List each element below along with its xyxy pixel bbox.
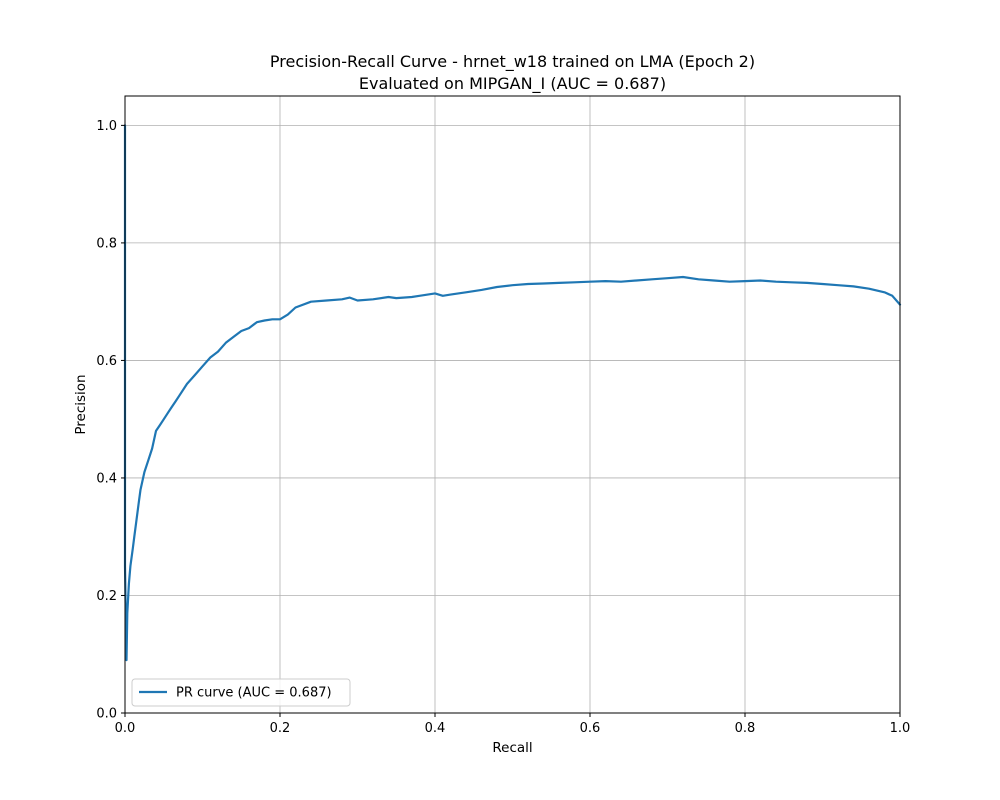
- y-tick-label: 1.0: [96, 119, 117, 134]
- axis-ticks: 0.0 0.2 0.4 0.6 0.8 1.0 0.0 0.2 0.4 0.6 0.8 1.0: [96, 119, 910, 736]
- y-tick-label: 0.0: [96, 707, 117, 722]
- y-tick-label: 0.8: [96, 236, 117, 251]
- x-tick-label: 0.8: [735, 721, 756, 736]
- chart-title: Precision-Recall Curve - hrnet_w18 train…: [270, 52, 755, 72]
- x-tick-label: 0.2: [270, 721, 291, 736]
- y-tick-label: 0.6: [96, 354, 117, 369]
- plot-frame: [124, 95, 901, 714]
- legend: PR curve (AUC = 0.687): [131, 678, 351, 707]
- grid-lines: [124, 96, 901, 714]
- y-tick-label: 0.4: [96, 471, 117, 486]
- legend-box: [131, 678, 351, 707]
- x-tick-label: 1.0: [890, 721, 911, 736]
- x-tick-label: 0.6: [580, 721, 601, 736]
- x-tick-label: 0.4: [425, 721, 446, 736]
- y-axis-label: Precision: [73, 374, 89, 434]
- x-axis-label: Recall: [492, 740, 532, 756]
- y-tick-label: 0.2: [96, 589, 117, 604]
- series-layer: [123, 124, 902, 662]
- legend-label: PR curve (AUC = 0.687): [176, 686, 332, 701]
- x-tick-label: 0.0: [115, 721, 136, 736]
- chart-subtitle: Evaluated on MIPGAN_I (AUC = 0.687): [359, 74, 666, 94]
- pr-curve-line: [123, 124, 902, 662]
